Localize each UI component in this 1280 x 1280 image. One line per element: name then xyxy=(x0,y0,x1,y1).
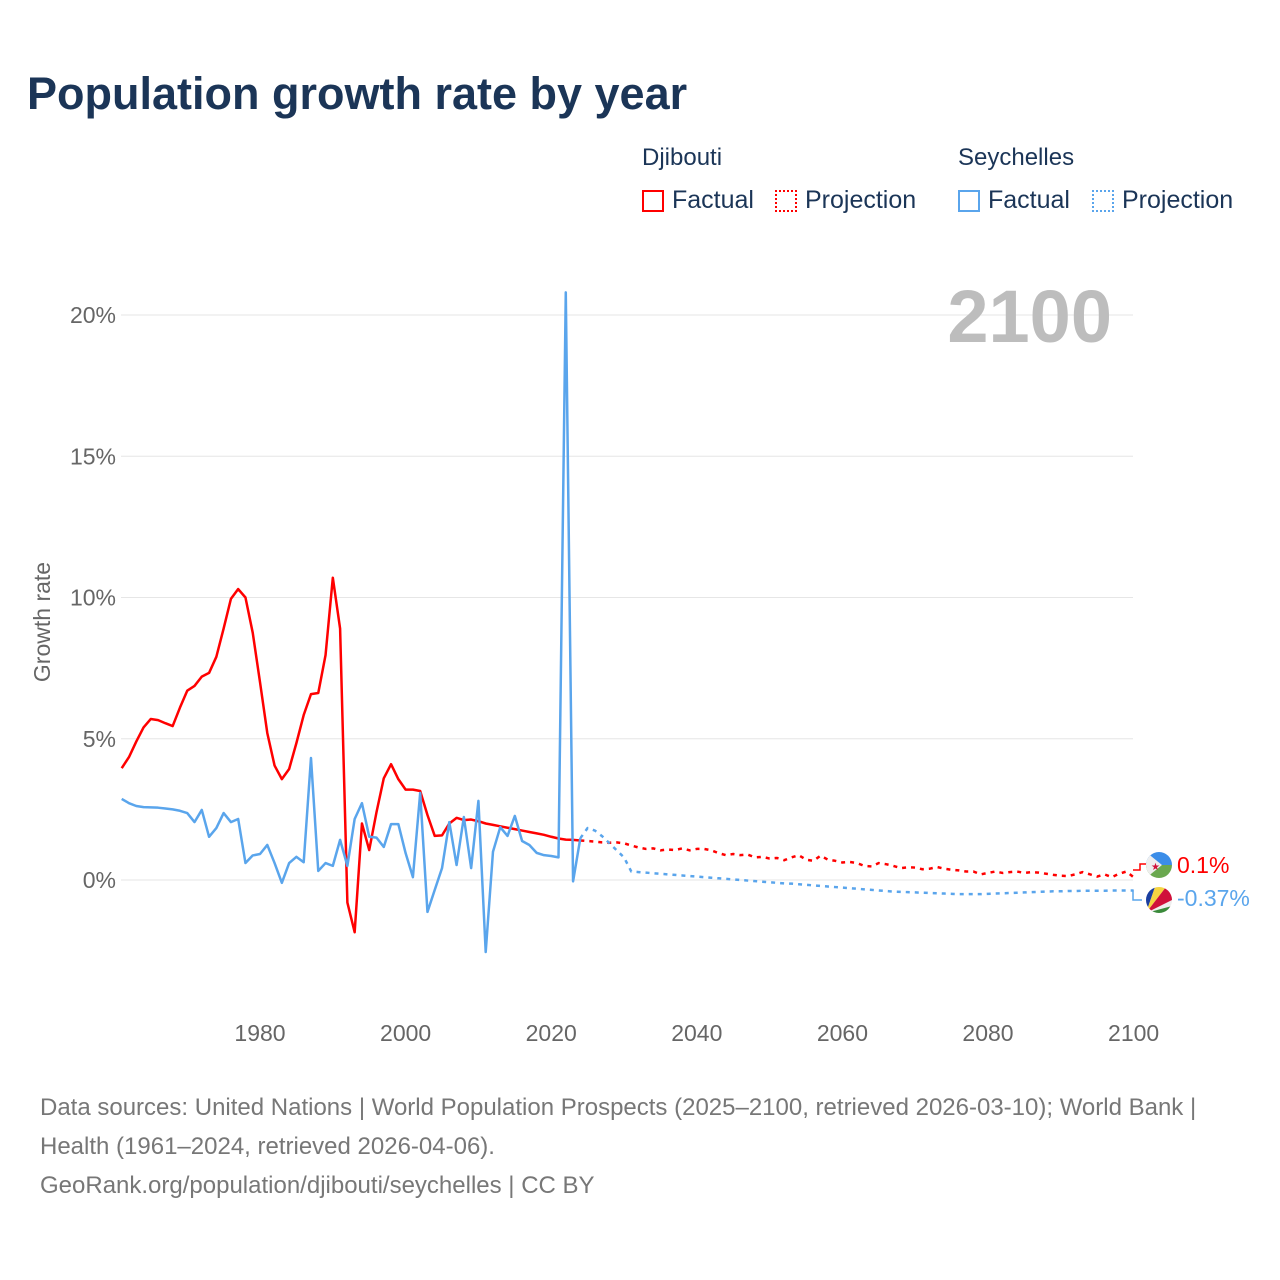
plot-area: 0% 5% 10% 15% 20% 1980 2000 2020 2040 2060 2080 210… xyxy=(29,275,1250,1046)
legend-label: Projection xyxy=(1122,186,1234,214)
legend-label: Factual xyxy=(672,186,754,214)
djibouti-projection-line xyxy=(580,839,1135,879)
djibouti-flag-icon: ★ xyxy=(1146,852,1172,878)
legend-group-djibouti: Djibouti xyxy=(642,144,723,171)
djibouti-end-connector xyxy=(1133,863,1146,871)
y-tick-label: 5% xyxy=(83,726,116,752)
legend-swatch-solid xyxy=(958,189,980,212)
legend-group-seychelles: Seychelles xyxy=(958,144,1075,171)
legend-seychelles-projection[interactable]: Projection xyxy=(1092,186,1233,215)
y-tick-label: 15% xyxy=(70,443,116,469)
x-tick-label: 2000 xyxy=(380,1020,431,1046)
seychelles-factual-line xyxy=(121,291,582,954)
seychelles-projection-line xyxy=(579,826,1134,896)
legend-swatch-solid xyxy=(642,189,664,212)
djibouti-end-value: 0.1% xyxy=(1177,852,1229,878)
legend-seychelles-factual[interactable]: Factual xyxy=(958,186,1070,215)
legend-djibouti-projection[interactable]: Projection xyxy=(775,186,916,215)
y-axis-label: Growth rate xyxy=(29,562,55,682)
x-tick-label: 2020 xyxy=(526,1020,577,1046)
legend-swatch-dotted xyxy=(775,189,797,212)
legend-label: Factual xyxy=(988,186,1070,214)
x-tick-label: 2100 xyxy=(1108,1020,1159,1046)
chart-title: Population growth rate by year xyxy=(27,68,688,119)
svg-text:★: ★ xyxy=(1151,862,1160,873)
data-sources: Data sources: United Nations | World Pop… xyxy=(40,1094,1197,1160)
legend-label: Projection xyxy=(805,186,917,214)
legend-swatch-dotted xyxy=(1092,189,1114,212)
legend-djibouti-factual[interactable]: Factual xyxy=(642,186,754,215)
attribution-link[interactable]: GeoRank.org/population/djibouti/seychell… xyxy=(40,1172,595,1199)
seychelles-flag-icon xyxy=(1146,887,1172,913)
seychelles-end-value: -0.37% xyxy=(1177,885,1250,911)
djibouti-factual-line xyxy=(120,576,581,934)
x-tick-label: 2060 xyxy=(817,1020,868,1046)
y-tick-label: 20% xyxy=(70,302,116,328)
year-display: 2100 xyxy=(947,275,1112,358)
footer: Data sources: United Nations | World Pop… xyxy=(40,1088,1240,1205)
x-tick-label: 2080 xyxy=(962,1020,1013,1046)
x-tick-label: 1980 xyxy=(234,1020,285,1046)
y-tick-label: 10% xyxy=(70,585,116,611)
y-tick-label: 0% xyxy=(83,867,116,893)
seychelles-end-connector xyxy=(1132,890,1142,901)
x-tick-label: 2040 xyxy=(671,1020,722,1046)
